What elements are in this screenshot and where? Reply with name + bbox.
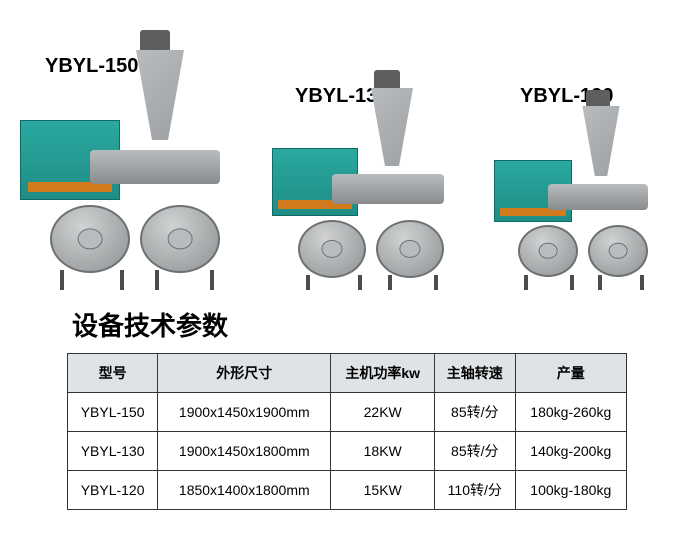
machine-illustration bbox=[272, 70, 472, 290]
col-output: 产量 bbox=[515, 354, 626, 393]
cell: 15KW bbox=[331, 471, 435, 510]
product-150 bbox=[20, 30, 250, 290]
product-120 bbox=[494, 90, 674, 290]
col-power: 主机功率kw bbox=[331, 354, 435, 393]
col-model: 型号 bbox=[68, 354, 158, 393]
cell: 22KW bbox=[331, 393, 435, 432]
cell: 18KW bbox=[331, 432, 435, 471]
cell: YBYL-120 bbox=[68, 471, 158, 510]
col-speed: 主轴转速 bbox=[435, 354, 516, 393]
machine-illustration bbox=[20, 30, 250, 290]
cell: 1900x1450x1900mm bbox=[158, 393, 331, 432]
cell: 1900x1450x1800mm bbox=[158, 432, 331, 471]
section-title: 设备技术参数 bbox=[72, 306, 694, 343]
cell: 100kg-180kg bbox=[515, 471, 626, 510]
spec-table: 型号 外形尺寸 主机功率kw 主轴转速 产量 YBYL-150 1900x145… bbox=[67, 353, 627, 510]
table-row: YBYL-130 1900x1450x1800mm 18KW 85转/分 140… bbox=[68, 432, 627, 471]
product-gallery bbox=[0, 0, 694, 300]
cell: YBYL-150 bbox=[68, 393, 158, 432]
table-header-row: 型号 外形尺寸 主机功率kw 主轴转速 产量 bbox=[68, 354, 627, 393]
cell: 85转/分 bbox=[435, 393, 516, 432]
product-130 bbox=[272, 70, 472, 290]
cell: 85转/分 bbox=[435, 432, 516, 471]
machine-illustration bbox=[494, 90, 674, 290]
cell: 180kg-260kg bbox=[515, 393, 626, 432]
col-dimensions: 外形尺寸 bbox=[158, 354, 331, 393]
table-row: YBYL-120 1850x1400x1800mm 15KW 110转/分 10… bbox=[68, 471, 627, 510]
table-row: YBYL-150 1900x1450x1900mm 22KW 85转/分 180… bbox=[68, 393, 627, 432]
cell: 110转/分 bbox=[435, 471, 516, 510]
cell: YBYL-130 bbox=[68, 432, 158, 471]
cell: 140kg-200kg bbox=[515, 432, 626, 471]
cell: 1850x1400x1800mm bbox=[158, 471, 331, 510]
